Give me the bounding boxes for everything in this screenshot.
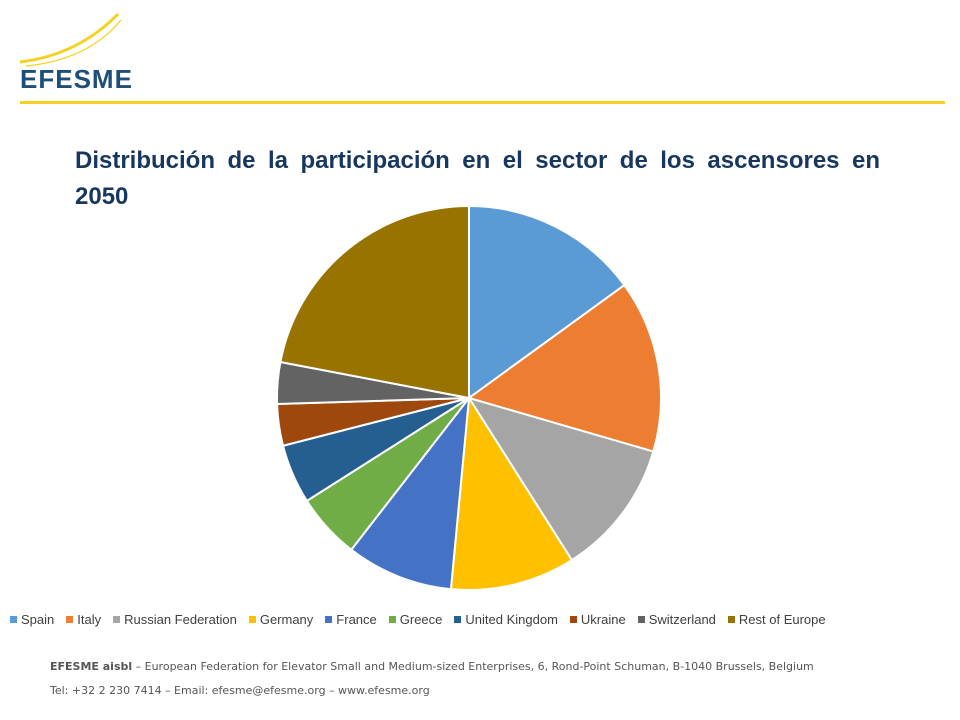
footer-contact: Tel: +32 2 230 7414 – Email: efesme@efes…	[50, 684, 430, 697]
footer-org-line: EFESME aisbl – European Federation for E…	[50, 660, 814, 673]
legend-item-switzerland: Switzerland	[637, 609, 716, 629]
header-divider	[20, 101, 945, 104]
legend-label: Spain	[21, 611, 55, 627]
legend-label: France	[336, 611, 377, 627]
legend-label: Greece	[399, 611, 443, 627]
pie-slice-russian-federation	[466, 396, 655, 562]
legend-item-germany: Germany	[248, 609, 314, 629]
legend-swatch	[388, 615, 396, 623]
legend-label: Italy	[77, 611, 102, 627]
pie-slice-italy	[466, 283, 662, 453]
legend-swatch	[248, 615, 256, 623]
legend-item-russian-federation: Russian Federation	[113, 609, 237, 629]
pie-slice-spain	[468, 204, 626, 400]
chart-title: Distribución de la participación en el s…	[75, 147, 880, 210]
footer-org-description: – European Federation for Elevator Small…	[132, 660, 814, 673]
legend-label: Ukraine	[580, 611, 626, 627]
legend-item-spain: Spain	[10, 609, 54, 629]
legend-swatch	[10, 615, 17, 623]
legend-label: Rest of Europe	[738, 611, 826, 627]
footer-org-name: EFESME aisbl	[50, 660, 133, 673]
pie-slice-france	[349, 394, 471, 591]
legend-swatch	[454, 615, 462, 623]
legend-item-ukraine: Ukraine	[569, 609, 626, 629]
legend-item-united-kingdom: United Kingdom	[454, 609, 558, 629]
legend-swatch	[637, 615, 645, 623]
legend-swatch	[66, 615, 74, 623]
chart-legend: Spain Italy Russian Federation Germany Franc…	[0, 609, 960, 629]
legend-item-rest-of-europe: Rest of Europe	[727, 609, 826, 629]
pie-slice-germany	[449, 394, 574, 591]
legend-label: United Kingdom	[465, 611, 558, 627]
legend-label: Germany	[259, 611, 314, 627]
legend-swatch	[727, 615, 735, 623]
pie-chart	[276, 204, 662, 591]
legend-swatch	[325, 615, 333, 623]
efesme-logo-arc	[19, 12, 122, 67]
legend-item-france: France	[325, 609, 377, 629]
legend-swatch	[113, 615, 121, 623]
legend-item-italy: Italy	[66, 609, 101, 629]
legend-swatch	[569, 615, 577, 623]
legend-label: Russian Federation	[124, 611, 237, 627]
efesme-logo-text: EFESME	[20, 64, 133, 94]
pie-slice-rest-of-europe	[279, 204, 470, 400]
legend-item-greece: Greece	[388, 609, 443, 629]
legend-label: Switzerland	[648, 611, 716, 627]
